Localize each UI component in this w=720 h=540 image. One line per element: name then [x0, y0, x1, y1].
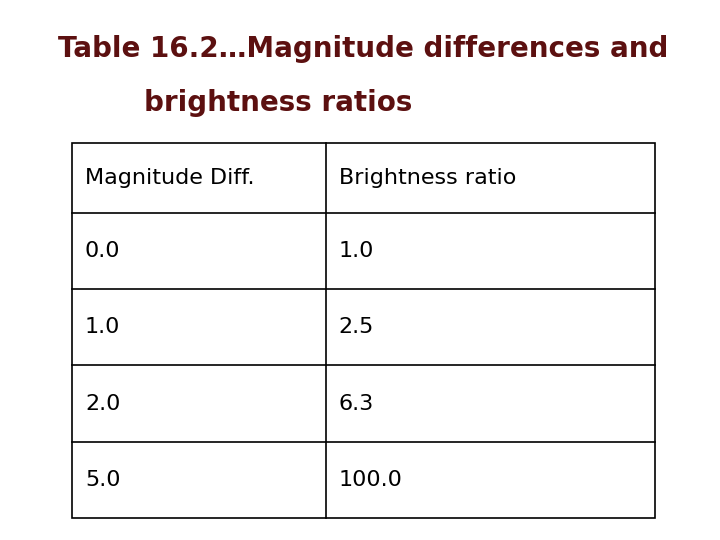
- Text: Brightness ratio: Brightness ratio: [338, 168, 516, 188]
- Text: 1.0: 1.0: [85, 317, 120, 338]
- Text: 2.0: 2.0: [85, 394, 120, 414]
- Text: 0.0: 0.0: [85, 241, 120, 261]
- Text: 100.0: 100.0: [338, 470, 402, 490]
- Text: 1.0: 1.0: [338, 241, 374, 261]
- Text: 5.0: 5.0: [85, 470, 120, 490]
- Text: brightness ratios: brightness ratios: [144, 89, 413, 117]
- Text: 6.3: 6.3: [338, 394, 374, 414]
- Text: Magnitude Diff.: Magnitude Diff.: [85, 168, 254, 188]
- Text: 2.5: 2.5: [338, 317, 374, 338]
- Text: Table 16.2…Magnitude differences and: Table 16.2…Magnitude differences and: [58, 35, 668, 63]
